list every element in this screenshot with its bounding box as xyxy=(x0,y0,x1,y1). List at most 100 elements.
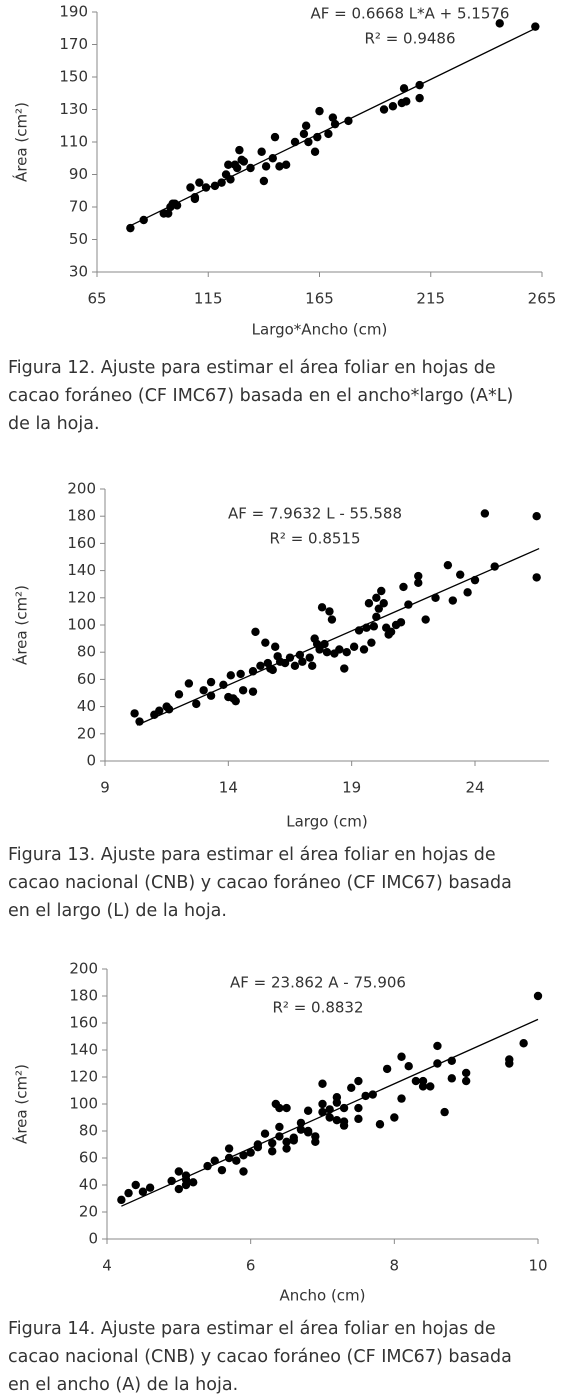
data-point xyxy=(226,671,235,680)
data-point xyxy=(184,679,194,688)
y-tick-label: 0 xyxy=(88,1230,98,1248)
data-point xyxy=(382,1064,392,1074)
data-point xyxy=(372,593,381,602)
y-axis-label: Área (cm²) xyxy=(12,102,31,182)
data-point xyxy=(495,19,504,28)
trendline xyxy=(136,547,540,726)
data-point xyxy=(138,1187,148,1196)
data-point xyxy=(186,183,195,192)
data-point xyxy=(235,145,244,155)
x-tick-label: 6 xyxy=(246,1257,256,1275)
data-point xyxy=(433,1041,442,1051)
data-point xyxy=(239,1167,248,1176)
data-point xyxy=(239,157,249,166)
x-tick-label: 65 xyxy=(87,290,106,308)
data-point xyxy=(402,97,411,106)
data-point xyxy=(364,599,374,608)
data-point xyxy=(231,696,240,706)
x-tick-label: 10 xyxy=(528,1257,547,1275)
data-point xyxy=(325,1113,334,1122)
data-point xyxy=(374,604,383,613)
annotation: AF = 0.6668 L*A + 5.1576 xyxy=(311,5,510,23)
y-tick-label: 140 xyxy=(67,561,96,579)
data-point xyxy=(289,1136,298,1145)
data-point xyxy=(317,603,327,612)
data-point xyxy=(238,686,248,695)
y-axis-label: Área (cm²) xyxy=(12,1064,31,1144)
annotation: AF = 7.9632 L - 55.588 xyxy=(228,505,402,523)
y-tick-label: 30 xyxy=(69,263,88,281)
data-point xyxy=(324,129,333,139)
y-tick-label: 180 xyxy=(67,507,96,525)
y-tick-label: 170 xyxy=(59,35,88,53)
data-point xyxy=(296,1125,306,1134)
data-point xyxy=(390,1113,399,1122)
data-point xyxy=(275,1103,284,1113)
data-point xyxy=(325,607,334,616)
data-point xyxy=(117,1195,126,1205)
data-point xyxy=(251,627,260,636)
data-point xyxy=(396,618,406,627)
data-point xyxy=(315,106,324,116)
data-point xyxy=(342,648,351,657)
data-point xyxy=(399,84,409,93)
data-point xyxy=(533,991,543,1001)
x-tick-label: 19 xyxy=(342,779,361,797)
data-point xyxy=(431,593,440,602)
data-point xyxy=(199,686,208,695)
y-tick-label: 60 xyxy=(79,1149,98,1167)
data-point xyxy=(332,1098,342,1107)
data-point xyxy=(301,121,311,130)
data-point xyxy=(275,162,284,171)
annotation: AF = 23.862 A - 75.906 xyxy=(230,974,406,992)
data-point xyxy=(379,599,388,608)
data-point xyxy=(131,1180,140,1190)
data-point xyxy=(330,119,340,129)
data-point xyxy=(480,509,490,518)
x-tick-label: 9 xyxy=(100,779,110,797)
data-point xyxy=(461,1068,471,1078)
y-tick-label: 200 xyxy=(67,480,96,498)
data-point xyxy=(397,1094,406,1103)
data-point xyxy=(388,102,398,111)
caption: Figura 12. Ajuste para estimar el área f… xyxy=(8,358,496,378)
data-point xyxy=(404,1062,413,1071)
data-point xyxy=(268,1138,277,1148)
data-point xyxy=(268,665,277,675)
data-point xyxy=(456,570,465,579)
data-point xyxy=(418,1076,428,1086)
data-point xyxy=(367,638,376,647)
data-point xyxy=(347,1083,356,1093)
data-point xyxy=(318,1107,327,1117)
data-point xyxy=(224,1144,234,1153)
caption: Figura 14. Ajuste para estimar el área f… xyxy=(8,1319,496,1339)
caption: cacao nacional (CNB) y cacao foráneo (CF… xyxy=(8,1347,512,1367)
y-tick-label: 40 xyxy=(79,1176,98,1194)
y-tick-label: 80 xyxy=(79,1122,98,1140)
x-tick-label: 4 xyxy=(102,1257,112,1275)
data-point xyxy=(126,223,135,233)
y-axis-label: Área (cm²) xyxy=(12,585,31,665)
data-point xyxy=(315,645,324,654)
y-tick-label: 110 xyxy=(59,133,88,151)
data-point xyxy=(181,1180,191,1190)
annotation: R² = 0.8832 xyxy=(272,999,363,1017)
x-axis-label: Ancho (cm) xyxy=(279,1287,365,1305)
data-point xyxy=(256,661,265,670)
annotation: R² = 0.9486 xyxy=(364,30,455,48)
data-point xyxy=(532,512,541,521)
data-point xyxy=(282,1144,291,1153)
data-point xyxy=(174,690,184,699)
data-point xyxy=(290,661,300,670)
y-tick-label: 120 xyxy=(67,588,96,606)
data-point xyxy=(318,1099,327,1109)
y-tick-label: 50 xyxy=(69,230,88,248)
data-point xyxy=(195,178,204,187)
data-point xyxy=(448,596,457,605)
y-tick-label: 20 xyxy=(77,724,96,742)
data-point xyxy=(232,163,242,173)
data-point xyxy=(310,147,320,156)
data-point xyxy=(298,657,307,666)
x-axis-label: Largo (cm) xyxy=(286,813,367,831)
